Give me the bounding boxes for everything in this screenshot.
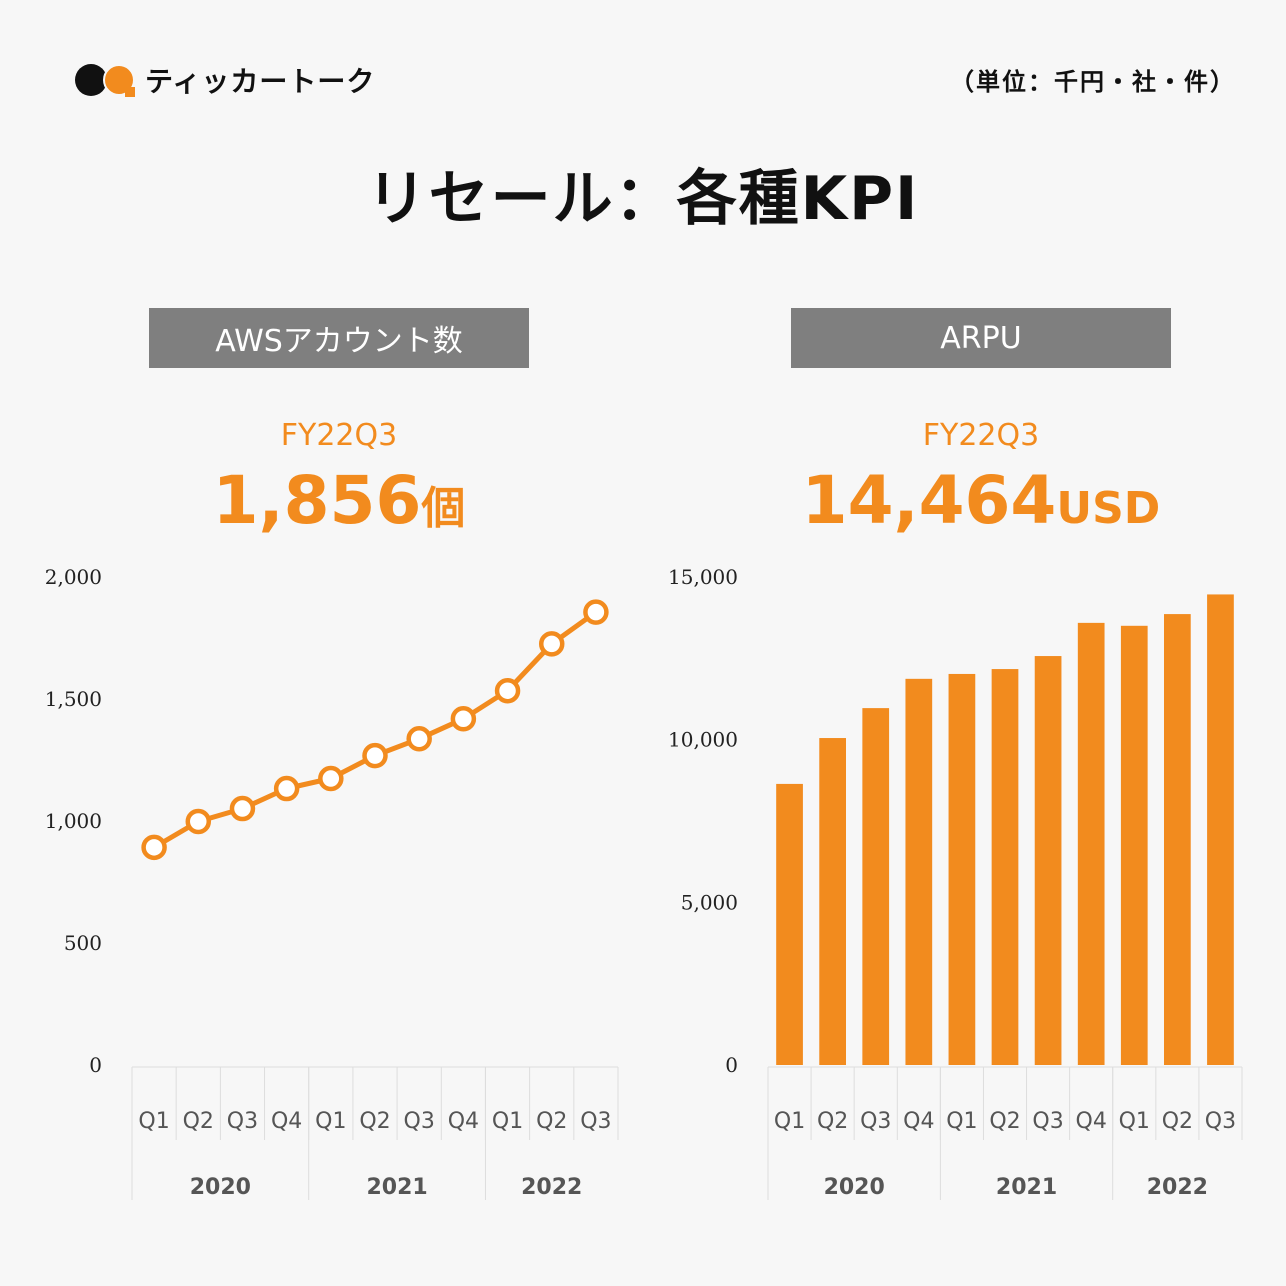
aws-x-tick-label: Q3 <box>580 1109 611 1134</box>
aws-data-point <box>583 599 609 625</box>
aws-data-point <box>406 726 432 752</box>
arpu-bar <box>776 783 803 1065</box>
arpu-x-tick-label: Q2 <box>989 1109 1020 1134</box>
arpu-x-tick-label: Q1 <box>1119 1109 1150 1134</box>
arpu-bar <box>991 669 1019 1065</box>
arpu-year-label: 2020 <box>824 1175 885 1200</box>
kpi-value-arpu: 14,464USD <box>791 462 1171 539</box>
aws-year-label: 2020 <box>190 1175 251 1200</box>
aws-x-tick-label: Q4 <box>271 1109 302 1134</box>
arpu-year-label: 2021 <box>996 1175 1057 1200</box>
speech-bubbles-icon <box>75 62 137 98</box>
arpu-x-tick-label: Q2 <box>817 1109 848 1134</box>
aws-x-tick-label: Q3 <box>404 1109 435 1134</box>
aws-data-point <box>494 677 521 704</box>
arpu-x-tick-label: Q4 <box>1076 1109 1107 1134</box>
arpu-bar <box>905 678 933 1065</box>
aws-data-point <box>450 706 477 732</box>
aws-x-tick-label: Q2 <box>359 1109 390 1134</box>
aws-ytick-label: 0 <box>89 1053 102 1077</box>
arpu-bar <box>1120 625 1148 1065</box>
kpi-value-aws-accounts: 1,856個 <box>149 462 529 539</box>
aws-ytick-label: 2,000 <box>45 565 102 589</box>
aws-x-tick-label: Q1 <box>138 1109 169 1134</box>
brand-logo: ティッカートーク <box>75 60 375 100</box>
arpu-ytick-label: 10,000 <box>668 728 738 752</box>
kpi-period-arpu: FY22Q3 <box>922 418 1040 453</box>
kpi-period-aws-accounts: FY22Q3 <box>280 418 398 453</box>
arpu-x-tick-label: Q1 <box>774 1109 805 1134</box>
aws-data-point <box>185 808 212 835</box>
aws-x-tick-label: Q1 <box>492 1109 523 1134</box>
arpu-x-tick-label: Q3 <box>1032 1109 1063 1134</box>
arpu-bar <box>1034 656 1062 1065</box>
aws-x-tick-label: Q3 <box>227 1109 258 1134</box>
aws-ytick-label: 1,000 <box>45 809 102 833</box>
aws-data-point <box>318 765 344 792</box>
kpi-number: 14,464 <box>801 462 1057 539</box>
aws-data-point <box>362 742 388 769</box>
arpu-year-label: 2022 <box>1147 1175 1208 1200</box>
kpi-unit: USD <box>1056 483 1161 534</box>
panel-header-aws-accounts: AWSアカウント数 <box>149 308 529 368</box>
arpu-bar <box>1077 622 1105 1065</box>
arpu-x-tick-label: Q4 <box>903 1109 934 1134</box>
arpu-x-tick-label: Q3 <box>1205 1109 1236 1134</box>
brand-name: ティッカートーク <box>145 65 376 98</box>
arpu-bar <box>1164 614 1191 1065</box>
arpu-bar <box>819 738 846 1065</box>
aws-series-line <box>152 610 598 850</box>
arpu-bar <box>948 673 976 1065</box>
aws-data-point <box>229 795 256 822</box>
aws-ytick-label: 500 <box>64 931 102 955</box>
aws-x-tick-label: Q2 <box>183 1109 214 1134</box>
kpi-number: 1,856 <box>212 462 422 539</box>
aws-x-tick-label: Q2 <box>536 1109 567 1134</box>
aws-year-label: 2022 <box>521 1175 582 1200</box>
arpu-ytick-label: 0 <box>725 1053 738 1077</box>
unit-note: （単位：千円・社・件） <box>950 68 1236 96</box>
arpu-bar <box>862 708 890 1065</box>
page-title: リセール：各種KPI <box>366 164 920 234</box>
panel-header-arpu: ARPU <box>791 308 1171 368</box>
aws-data-point <box>141 834 167 861</box>
aws-x-tick-label: Q1 <box>315 1109 346 1134</box>
aws-data-point <box>273 775 300 802</box>
aws-x-tick-label: Q4 <box>448 1109 479 1134</box>
arpu-bar <box>1207 594 1234 1065</box>
arpu-x-tick-label: Q3 <box>860 1109 891 1134</box>
aws-year-label: 2021 <box>366 1175 427 1200</box>
aws-ytick-label: 1,500 <box>45 687 102 711</box>
arpu-x-tick-label: Q1 <box>946 1109 977 1134</box>
kpi-unit: 個 <box>421 483 466 534</box>
arpu-ytick-label: 15,000 <box>668 565 738 589</box>
arpu-x-tick-label: Q2 <box>1162 1109 1193 1134</box>
arpu-ytick-label: 5,000 <box>681 890 738 914</box>
aws-data-point <box>538 631 565 657</box>
